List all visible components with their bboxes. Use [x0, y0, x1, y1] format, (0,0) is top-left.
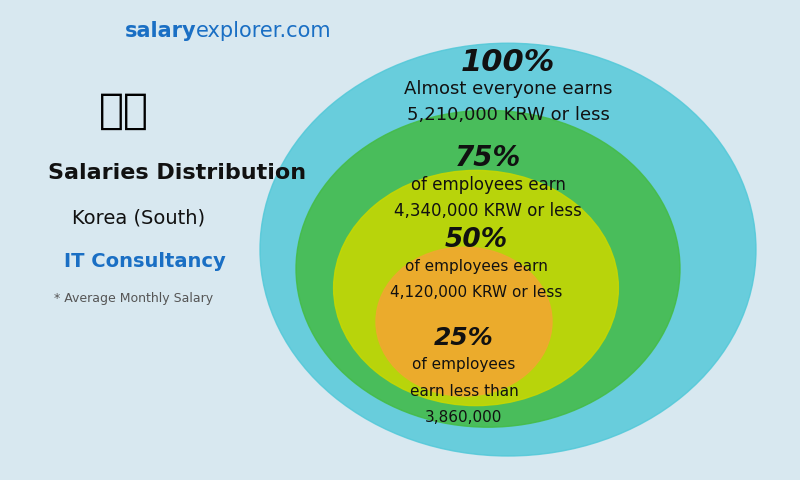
Text: 25%: 25% [434, 326, 494, 350]
Ellipse shape [334, 170, 618, 406]
Text: 4,120,000 KRW or less: 4,120,000 KRW or less [390, 285, 562, 300]
Text: 4,340,000 KRW or less: 4,340,000 KRW or less [394, 202, 582, 220]
Ellipse shape [376, 247, 552, 396]
Text: 75%: 75% [455, 144, 521, 172]
Text: Korea (South): Korea (South) [72, 209, 205, 228]
Text: 🇰🇷: 🇰🇷 [99, 89, 149, 132]
Text: explorer.com: explorer.com [196, 21, 332, 41]
Text: Almost everyone earns: Almost everyone earns [404, 80, 612, 98]
Ellipse shape [260, 43, 756, 456]
Text: of employees: of employees [412, 357, 516, 372]
Text: of employees earn: of employees earn [410, 176, 566, 194]
Text: * Average Monthly Salary: * Average Monthly Salary [54, 292, 214, 305]
Text: 3,860,000: 3,860,000 [426, 410, 502, 425]
Text: 100%: 100% [461, 48, 555, 77]
Ellipse shape [296, 110, 680, 427]
Text: of employees earn: of employees earn [405, 259, 547, 274]
Text: IT Consultancy: IT Consultancy [64, 252, 226, 271]
Text: earn less than: earn less than [410, 384, 518, 399]
Text: 50%: 50% [445, 227, 507, 253]
Text: Salaries Distribution: Salaries Distribution [48, 163, 306, 183]
Text: salary: salary [124, 21, 196, 41]
Text: 5,210,000 KRW or less: 5,210,000 KRW or less [406, 106, 610, 124]
